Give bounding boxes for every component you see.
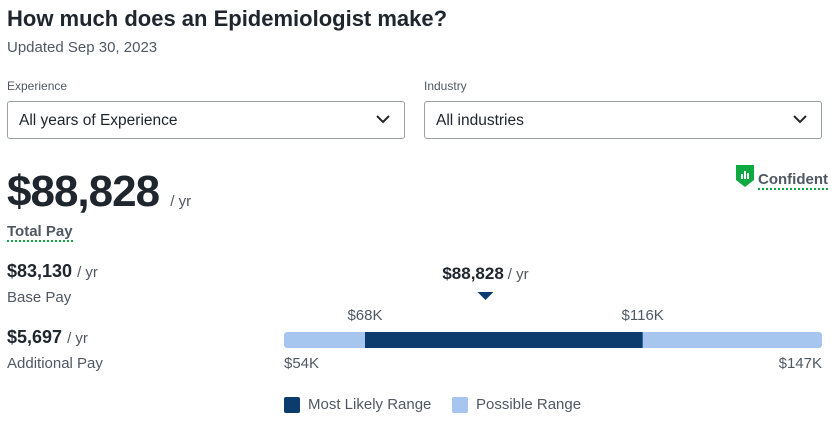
additional-pay: $5,697 / yr xyxy=(7,327,88,348)
unit: / yr xyxy=(67,330,88,347)
filter-label: Industry xyxy=(424,79,467,93)
amount: $5,697 xyxy=(7,327,63,347)
dropdown-value: All industries xyxy=(436,112,524,129)
dropdown-value: All years of Experience xyxy=(19,112,178,129)
amount: $83,130 xyxy=(7,261,73,281)
filter-label: Experience xyxy=(7,79,68,93)
legend-swatch xyxy=(284,397,300,413)
legend-label: Possible Range xyxy=(476,396,581,413)
unit: / yr xyxy=(170,193,192,210)
range-label: $54K xyxy=(284,355,319,372)
base-pay: $83,130 / yr xyxy=(7,261,98,282)
confidence[interactable]: Confident xyxy=(736,165,828,190)
median-marker xyxy=(477,292,494,300)
title: How much does an Epidemiologist make? xyxy=(7,6,448,31)
total-pay: $88,828 / yr xyxy=(7,167,191,217)
chevron xyxy=(793,115,807,124)
dropdown[interactable]: All industries xyxy=(424,101,822,139)
base-pay-label: Base Pay xyxy=(7,289,72,306)
total-pay-label[interactable]: Total Pay xyxy=(7,223,73,242)
confidence-text: Confident xyxy=(758,171,828,190)
range-label: $68K xyxy=(347,307,382,324)
median-amount: $88,828 xyxy=(442,264,503,283)
pay-range: $68K $116K $54K $147K $88,828 / yr Most Likely… xyxy=(284,264,822,413)
median-unit: / yr xyxy=(508,266,529,283)
likely-range-bar xyxy=(364,332,643,348)
legend-label: Most Likely Range xyxy=(308,396,431,413)
range-label: $147K xyxy=(779,355,822,372)
legend-swatch xyxy=(452,397,468,413)
badge xyxy=(736,165,754,187)
additional-pay-label: Additional Pay xyxy=(7,355,103,372)
dropdown[interactable]: All years of Experience xyxy=(7,101,405,139)
range-label: $116K xyxy=(622,307,664,324)
updated: Updated Sep 30, 2023 xyxy=(7,39,158,56)
unit: / yr xyxy=(77,264,98,281)
amount: $88,828 xyxy=(7,167,160,216)
median-label: $88,828 / yr xyxy=(442,264,528,283)
chevron xyxy=(376,115,390,124)
